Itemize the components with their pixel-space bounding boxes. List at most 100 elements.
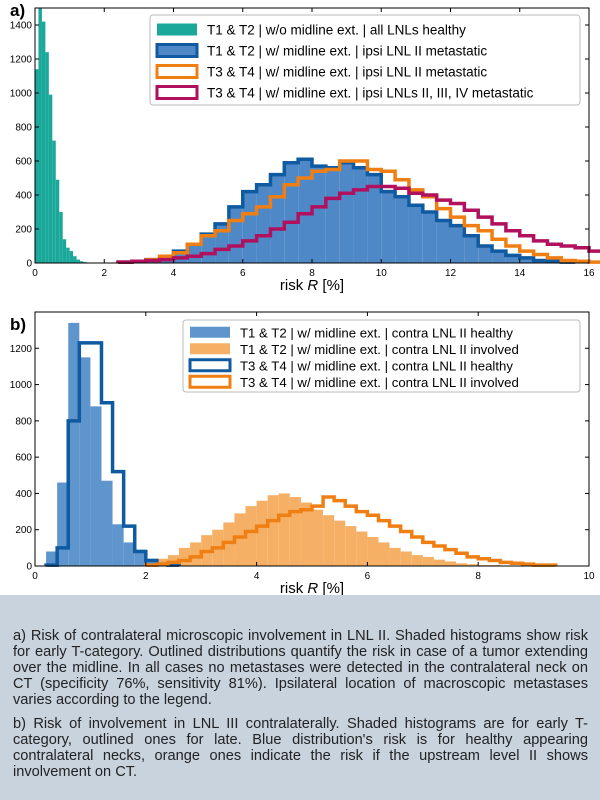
histogram-bar (395, 196, 409, 263)
histogram-bar (450, 225, 465, 263)
histogram-bar (101, 480, 113, 566)
histogram-bar (367, 536, 379, 566)
y-tick-label: 200 (15, 225, 32, 236)
legend-entry: T3 & T4 | w/ midline ext. | contra LNL I… (240, 358, 513, 373)
histogram-bar (339, 162, 354, 263)
histogram-bar (381, 191, 396, 263)
y-tick-label: 200 (15, 525, 32, 536)
histogram-bar (256, 500, 268, 566)
y-tick-label: 0 (26, 259, 32, 270)
x-tick-label: 0 (32, 571, 38, 582)
legend-swatch (155, 85, 199, 100)
y-tick-label: 1000 (10, 89, 33, 100)
y-tick-label: 600 (15, 453, 32, 464)
histogram-bar (46, 551, 58, 566)
histogram-bar (312, 509, 324, 566)
legend-swatch (157, 23, 197, 36)
histogram-bar (478, 246, 493, 263)
x-tick-label: 10 (376, 268, 388, 279)
x-tick-label: 2 (143, 571, 149, 582)
histogram-bar (68, 322, 80, 566)
x-tick-label: 12 (445, 268, 457, 279)
x-axis-label: risk R [%] (280, 277, 344, 294)
legend-entry: T3 & T4 | w/ midline ext. | ipsi LNLs II… (207, 86, 534, 101)
histogram-bar (245, 506, 257, 566)
y-tick-label: 600 (15, 157, 32, 168)
y-tick-label: 400 (15, 489, 32, 500)
histogram-bar (190, 542, 202, 566)
histogram-bar (179, 547, 191, 566)
x-tick-label: 2 (101, 268, 107, 279)
x-tick-label: 14 (514, 268, 526, 279)
legend-swatch (190, 343, 230, 355)
histogram-bar (223, 522, 235, 566)
histogram-bar (325, 167, 340, 263)
y-tick-label: 1400 (10, 21, 33, 32)
x-tick-label: 6 (365, 571, 371, 582)
histogram-bar (436, 220, 451, 263)
histogram-bar (145, 558, 157, 566)
histogram-bar (378, 542, 390, 566)
figure: 0 2 4 6 8 10 12 14 160200400600800100012001400ri… (10, 1, 600, 595)
histogram-bar (400, 551, 412, 566)
legend-swatch (188, 374, 232, 389)
histogram-bar (79, 357, 91, 566)
x-tick-label: 8 (475, 571, 481, 582)
histogram-bar (492, 251, 506, 263)
histogram-bar (35, 69, 39, 263)
histogram-bar (289, 497, 301, 566)
histogram-bar (353, 167, 368, 263)
legend-swatch (188, 358, 232, 373)
histogram-bar (59, 212, 63, 263)
legend-entry: T3 & T4 | w/ midline ext. | ipsi LNL II … (207, 65, 487, 80)
histogram-bar (408, 205, 423, 263)
histogram-bar (300, 502, 312, 566)
histogram-bar (256, 184, 271, 263)
histogram-bar (167, 555, 180, 566)
histogram-bar (57, 482, 69, 566)
histogram-bar (156, 558, 168, 566)
x-tick-label: 8 (309, 268, 315, 279)
legend-box (182, 319, 581, 393)
histogram-bar (215, 223, 229, 263)
series-outline (116, 159, 600, 264)
histogram-bar (345, 526, 357, 566)
legend-entry: T1 & T2 | w/o midline ext. | all LNLs he… (207, 23, 466, 38)
histogram-bar (312, 166, 326, 263)
panel-label: b) (10, 315, 26, 334)
legend-entry: T1 & T2 | w/ midline ext. | ipsi LNL II … (207, 44, 487, 59)
histogram-bar (201, 234, 216, 263)
histogram-bar (278, 493, 290, 566)
series-outline (144, 495, 558, 567)
caption-a: a) Risk of contralateral microscopic inv… (13, 628, 588, 708)
histogram-bar (389, 547, 401, 566)
chart-panel-a: 0 2 4 6 8 10 12 14 16 0 200 400 600 800 1000 1200 1400 ri… (10, 1, 600, 294)
legend-entry: T1 & T2 | w/ midline ext. | contra LNL I… (240, 325, 513, 340)
histogram-bar (228, 206, 243, 263)
histogram-bar (433, 559, 445, 566)
histogram-bar (267, 495, 279, 566)
histogram-bar (356, 531, 368, 566)
x-tick-label: 4 (254, 571, 260, 582)
x-axis-label: risk R [%] (280, 580, 344, 595)
histogram-bar (45, 52, 49, 264)
y-tick-label: 0 (26, 562, 32, 573)
x-tick-label: 6 (240, 268, 246, 279)
histogram-bar (80, 261, 84, 263)
histogram-bar (505, 255, 520, 263)
histogram-bar (123, 542, 135, 566)
y-tick-label: 1200 (10, 344, 33, 355)
histogram-bar (73, 256, 77, 263)
caption-b: b) Risk of involvement in LNL III contra… (13, 716, 588, 780)
histogram-bar (422, 212, 437, 263)
panel-label: a) (10, 1, 25, 20)
x-tick-label: 16 (583, 268, 595, 279)
histogram-bar (464, 235, 479, 263)
x-tick-label: 0 (32, 268, 38, 279)
histogram-bar (467, 564, 479, 566)
histogram-bar (444, 561, 457, 566)
series-outline (116, 184, 600, 264)
histogram-bar (55, 179, 60, 263)
histogram-bar (90, 406, 102, 566)
histogram-bar (38, 8, 42, 263)
